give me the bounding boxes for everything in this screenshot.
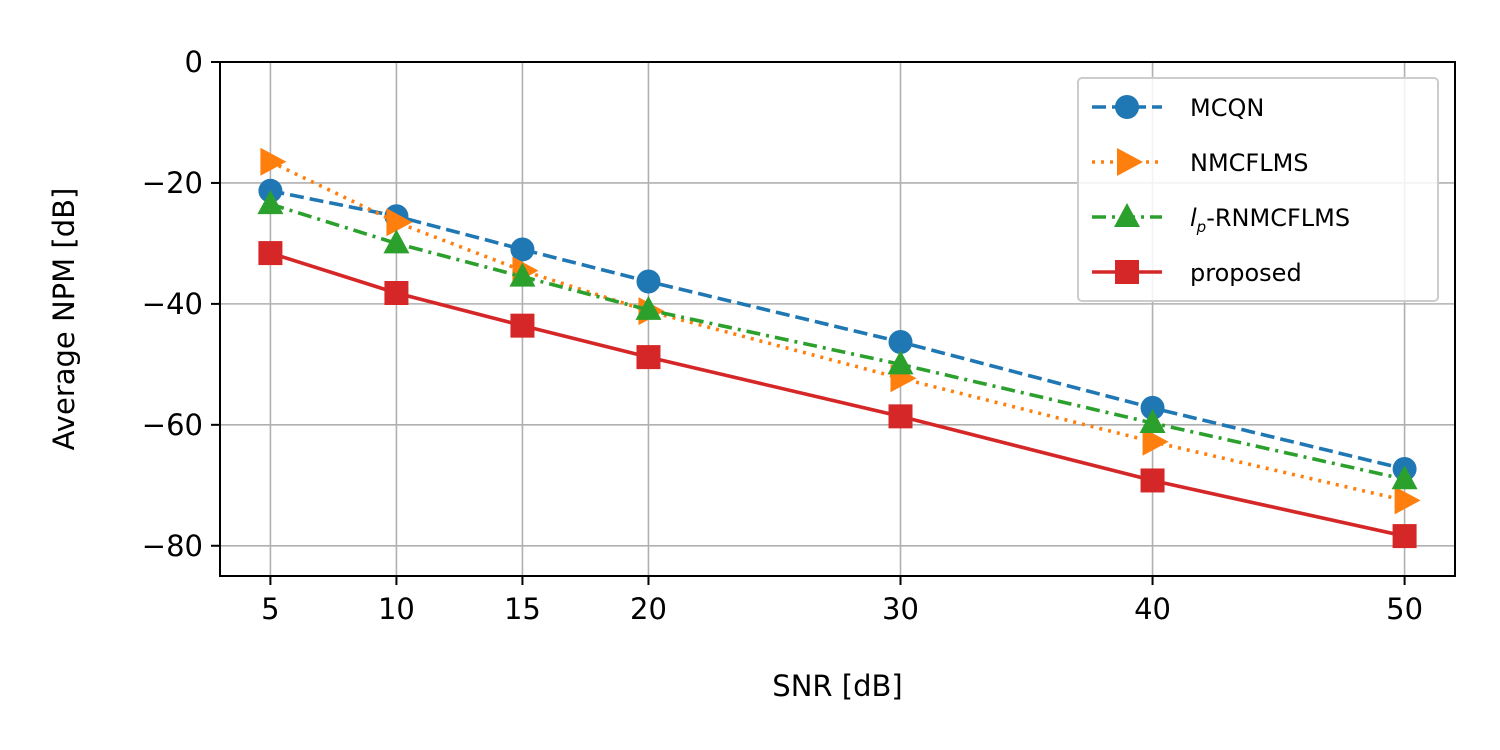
data-point [386, 208, 413, 237]
data-point [636, 269, 661, 294]
series-proposed [258, 241, 1417, 549]
y-tick-label: −20 [142, 166, 203, 200]
data-point [1391, 465, 1418, 490]
data-point [1140, 468, 1165, 493]
axis-ticks: 5 10 15 20 30 40 50 0 −20 −40 −60 −80 [142, 45, 1423, 626]
data-point [509, 262, 536, 287]
legend-label: NMCFLMS [1190, 149, 1309, 177]
y-tick-label: −40 [142, 287, 203, 321]
legend: MCQN NMCFLMS lp-RNMCFLMS proposed [1077, 77, 1439, 302]
legend-label-base: l [1190, 204, 1197, 232]
y-tick-label: 0 [185, 45, 203, 79]
data-point [510, 237, 535, 262]
x-tick-label: 30 [882, 592, 919, 626]
data-point [1142, 427, 1169, 456]
y-tick-label: −60 [142, 408, 203, 442]
data-point [1139, 409, 1166, 434]
data-point [257, 190, 284, 215]
data-point [258, 241, 283, 266]
x-tick-label: 15 [504, 592, 541, 626]
data-point [1140, 395, 1165, 420]
legend-box [1077, 77, 1439, 302]
data-point [260, 147, 287, 176]
series-lp-rnmcflms [257, 190, 1418, 490]
legend-marker [1115, 95, 1139, 119]
legend-label: MCQN [1190, 94, 1264, 122]
legend-item: proposed [1092, 259, 1302, 287]
data-point [384, 280, 409, 305]
legend-label-subscript: p [1196, 218, 1207, 236]
legend-label-rest: -RNMCFLMS [1206, 204, 1350, 232]
y-tick-label: −80 [142, 529, 203, 563]
x-tick-label: 10 [378, 592, 415, 626]
x-tick-label: 20 [630, 592, 667, 626]
x-axis-title: SNR [dB] [772, 669, 902, 703]
x-tick-label: 50 [1386, 592, 1423, 626]
legend-label: proposed [1190, 259, 1302, 287]
legend-item: NMCFLMS [1092, 148, 1309, 177]
x-tick-label: 40 [1134, 592, 1171, 626]
legend-marker [1114, 203, 1140, 227]
data-point [510, 313, 535, 338]
data-point [887, 350, 914, 375]
data-point [635, 295, 662, 320]
plot-area-frame [219, 61, 1456, 577]
series-layer [257, 147, 1421, 549]
legend-label: lp-RNMCFLMS [1190, 204, 1350, 236]
data-point [1394, 486, 1421, 515]
data-point [888, 329, 913, 354]
legend-item: lp-RNMCFLMS [1092, 203, 1350, 236]
legend-marker [1117, 148, 1143, 176]
data-point [383, 229, 410, 254]
data-point [888, 404, 913, 429]
y-axis-title: Average NPM [dB] [47, 188, 81, 451]
legend-item: MCQN [1092, 94, 1264, 122]
x-tick-label: 5 [261, 592, 279, 626]
data-point [636, 345, 661, 370]
data-point [1392, 524, 1417, 549]
legend-marker [1115, 260, 1139, 284]
